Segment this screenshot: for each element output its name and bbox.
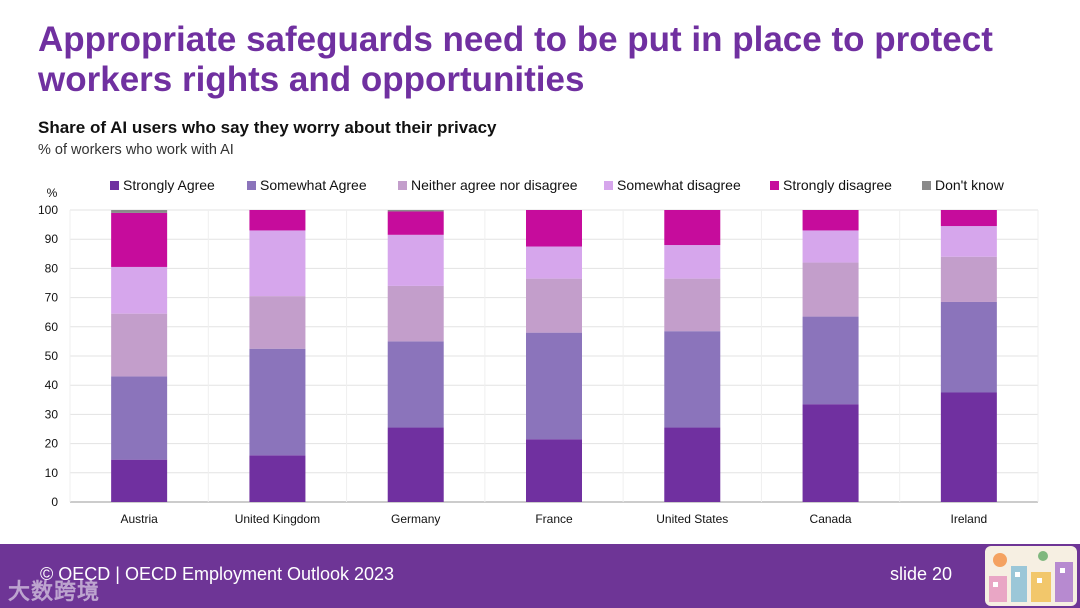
y-tick-label-50: 50 [45,349,59,363]
bar-segment-united-states-neither-agree-nor-disagree [664,278,721,332]
bar-segment-germany-somewhat-disagree [387,234,444,286]
legend-swatch-strongly-disagree [770,181,779,190]
bar-segment-austria-neither-agree-nor-disagree [111,313,168,377]
bar-segment-france-strongly-disagree [526,210,582,247]
y-tick-label-60: 60 [45,320,59,334]
bar-segment-austria-somewhat-agree [111,376,168,460]
bar-segment-united-kingdom-strongly-agree [249,455,306,502]
slide-title: Appropriate safeguards need to be put in… [38,20,993,99]
y-tick-label-0: 0 [51,495,58,509]
bar-segment-canada-neither-agree-nor-disagree [802,262,859,317]
y-tick-label-100: 100 [38,203,58,217]
bar-segment-ireland-somewhat-agree [940,301,997,393]
chart-legend: Strongly Agree Somewhat Agree Neither agre… [110,177,1005,193]
bar-segment-austria-strongly-agree [111,459,168,502]
bar-segment-ireland-strongly-disagree [940,210,997,227]
stacked-bar-chart: Strongly Agree Somewhat Agree Neither agre… [38,177,1039,526]
legend-swatch-somewhat-disagree [604,181,613,190]
y-tick-label-70: 70 [45,291,59,305]
bar-segment-austria-don-t-know [111,210,168,213]
bar-segment-france-strongly-agree [526,439,582,502]
x-tick-label-france: France [535,512,573,526]
footer-bar: 大数跨境 © OECD | OECD Employment Outlook 20… [0,544,1080,608]
illustration-graphic [989,551,1073,602]
bar-segment-ireland-strongly-agree [940,392,997,502]
bar-segment-germany-somewhat-agree [387,341,444,428]
bar-segment-france-somewhat-disagree [526,246,582,279]
x-axis-ticks: Austria United Kingdom Germany France United… [120,512,987,526]
y-tick-label-40: 40 [45,378,59,392]
bar-segment-germany-strongly-disagree [387,211,444,235]
legend-swatch-somewhat-agree [247,181,256,190]
legend-label-strongly-disagree: Strongly disagree [783,177,892,193]
decorative-illustration [985,546,1077,606]
y-tick-label-10: 10 [45,466,59,480]
bar-segment-united-kingdom-neither-agree-nor-disagree [249,296,306,349]
x-tick-label-united-kingdom: United Kingdom [235,512,320,526]
legend-label-somewhat-agree: Somewhat Agree [260,177,367,193]
bar-segment-united-kingdom-strongly-disagree [249,210,306,231]
watermark-text: 大数跨境 [8,580,101,605]
bar-segment-france-somewhat-agree [526,332,582,440]
bar-segment-france-neither-agree-nor-disagree [526,278,582,333]
legend-label-don-t-know: Don't know [935,177,1005,193]
bar-segment-canada-strongly-agree [802,404,859,502]
x-tick-label-germany: Germany [391,512,440,526]
legend-label-neither-agree-nor-disagree: Neither agree nor disagree [411,177,578,193]
footer-copyright: © OECD | OECD Employment Outlook 2023 [40,564,395,584]
bar-segment-ireland-neither-agree-nor-disagree [940,256,997,302]
chart-bars [111,210,997,502]
bar-segment-united-states-strongly-disagree [664,210,721,246]
y-axis-unit-label: % [47,186,58,200]
legend-swatch-don-t-know [922,181,931,190]
x-tick-label-austria: Austria [120,512,158,526]
bar-segment-united-kingdom-somewhat-disagree [249,230,306,297]
y-tick-label-80: 80 [45,261,59,275]
bar-segment-united-states-somewhat-agree [664,331,721,428]
bar-segment-united-states-somewhat-disagree [664,245,721,279]
legend-label-somewhat-disagree: Somewhat disagree [617,177,741,193]
x-tick-label-ireland: Ireland [951,512,988,526]
slide-number: slide 20 [890,564,953,584]
legend-label-strongly-agree: Strongly Agree [123,177,215,193]
bar-segment-canada-somewhat-agree [802,316,859,405]
y-axis-ticks: 0 10 20 30 40 50 60 70 80 90 100 [38,203,58,509]
bar-segment-united-kingdom-somewhat-agree [249,348,306,456]
x-tick-label-united-states: United States [656,512,728,526]
x-tick-label-canada: Canada [810,512,852,526]
bar-segment-austria-somewhat-disagree [111,266,168,314]
bar-segment-germany-don-t-know [387,210,444,212]
bar-segment-canada-somewhat-disagree [802,230,859,263]
y-tick-label-90: 90 [45,232,59,246]
y-tick-label-30: 30 [45,407,59,421]
chart-title: Share of AI users who say they worry abo… [38,118,497,137]
bar-segment-united-states-strongly-agree [664,427,721,502]
bar-segment-austria-strongly-disagree [111,212,168,267]
bar-segment-ireland-somewhat-disagree [940,226,997,257]
bar-segment-germany-neither-agree-nor-disagree [387,285,444,342]
bar-segment-germany-strongly-agree [387,427,444,502]
y-tick-label-20: 20 [45,437,59,451]
legend-swatch-strongly-agree [110,181,119,190]
legend-swatch-neither-agree-nor-disagree [398,181,407,190]
chart-subtitle: % of workers who work with AI [38,142,234,158]
bar-segment-canada-strongly-disagree [802,210,859,231]
